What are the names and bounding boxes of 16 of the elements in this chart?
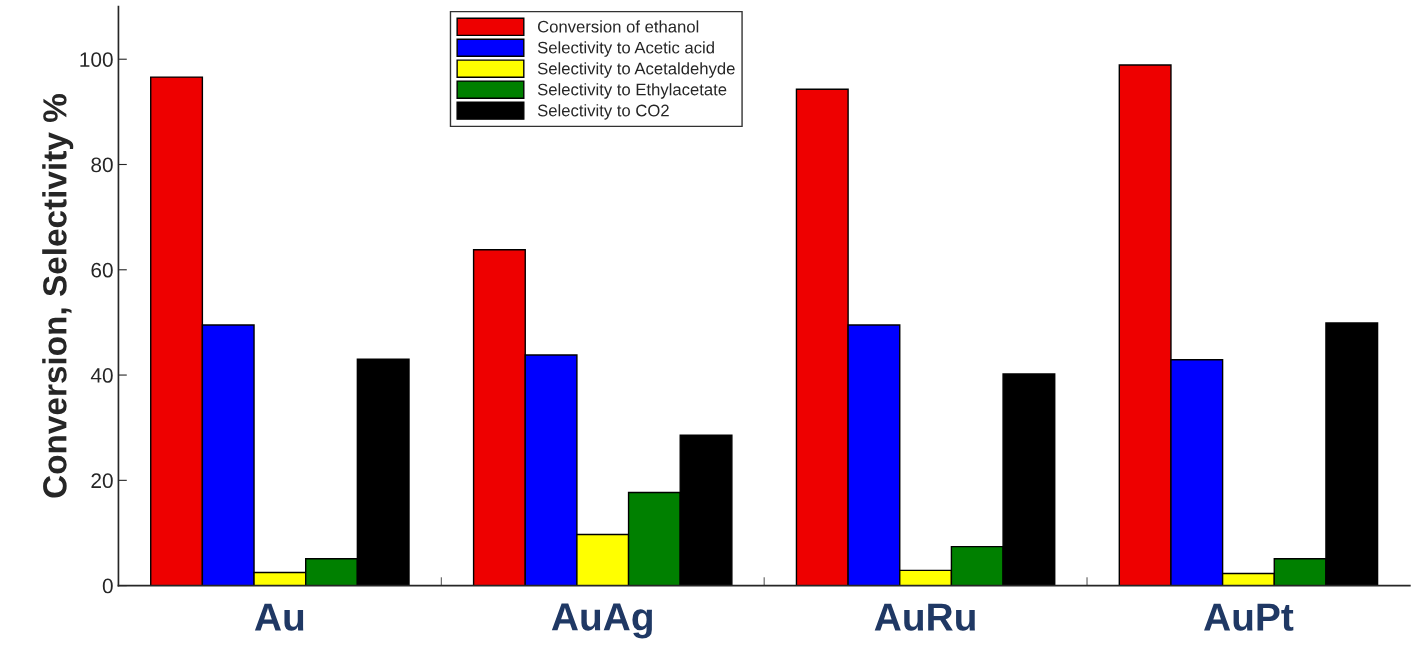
y-tick-label: 100 bbox=[80, 52, 113, 67]
x-tick-label: AuAg bbox=[551, 603, 652, 639]
x-tick-label: AuPt bbox=[1204, 603, 1294, 631]
y-tick-label: 0 bbox=[102, 578, 113, 594]
x-tick-label: AuRu bbox=[874, 603, 975, 631]
y-tick-label: 20 bbox=[91, 473, 113, 489]
legend-label: Selectivity to Ethylacetate bbox=[537, 83, 727, 99]
legend-label: Selectivity to Acetaldehyde bbox=[537, 62, 735, 78]
legend-label: Selectivity to Acetic acid bbox=[537, 41, 714, 57]
y-tick-label: 40 bbox=[90, 368, 113, 383]
y-axis-title: Conversion, Selectivity % bbox=[42, 94, 74, 498]
y-tick-label: 60 bbox=[91, 262, 113, 278]
legend-label: Selectivity to CO2 bbox=[537, 104, 669, 120]
x-tick-label: Au bbox=[254, 603, 304, 631]
y-tick-label: 80 bbox=[91, 157, 113, 173]
legend-label: Conversion of ethanol bbox=[537, 20, 699, 33]
